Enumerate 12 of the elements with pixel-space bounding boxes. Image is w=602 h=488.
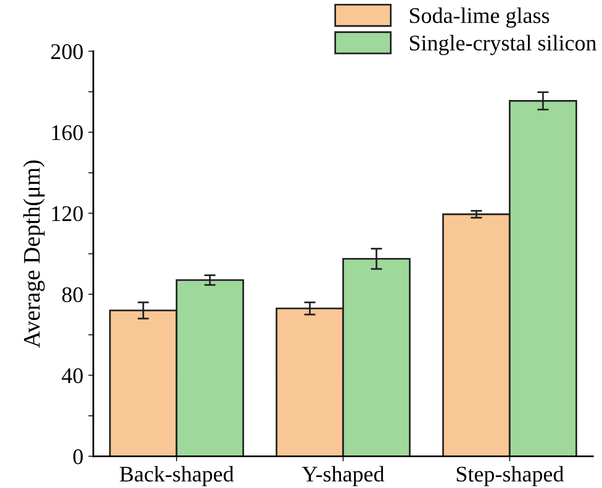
y-tick-label: 0	[73, 449, 83, 464]
y-tick-label: 40	[62, 368, 83, 384]
y-tick-label: 80	[62, 287, 83, 302]
y-tick-label: 200	[51, 44, 83, 60]
y-axis-title: Average Depth(μm)	[23, 160, 45, 348]
y-tick-label: 160	[52, 125, 83, 140]
x-tick-label: Y-shaped	[302, 466, 384, 486]
y-tick-label: 120	[52, 206, 83, 222]
legend-label: Soda-lime glass	[410, 7, 550, 28]
x-tick-label: Back-shaped	[120, 466, 234, 486]
x-tick-label: Step-shaped	[456, 466, 564, 486]
legend-label: Single-crystal silicon	[410, 34, 596, 56]
